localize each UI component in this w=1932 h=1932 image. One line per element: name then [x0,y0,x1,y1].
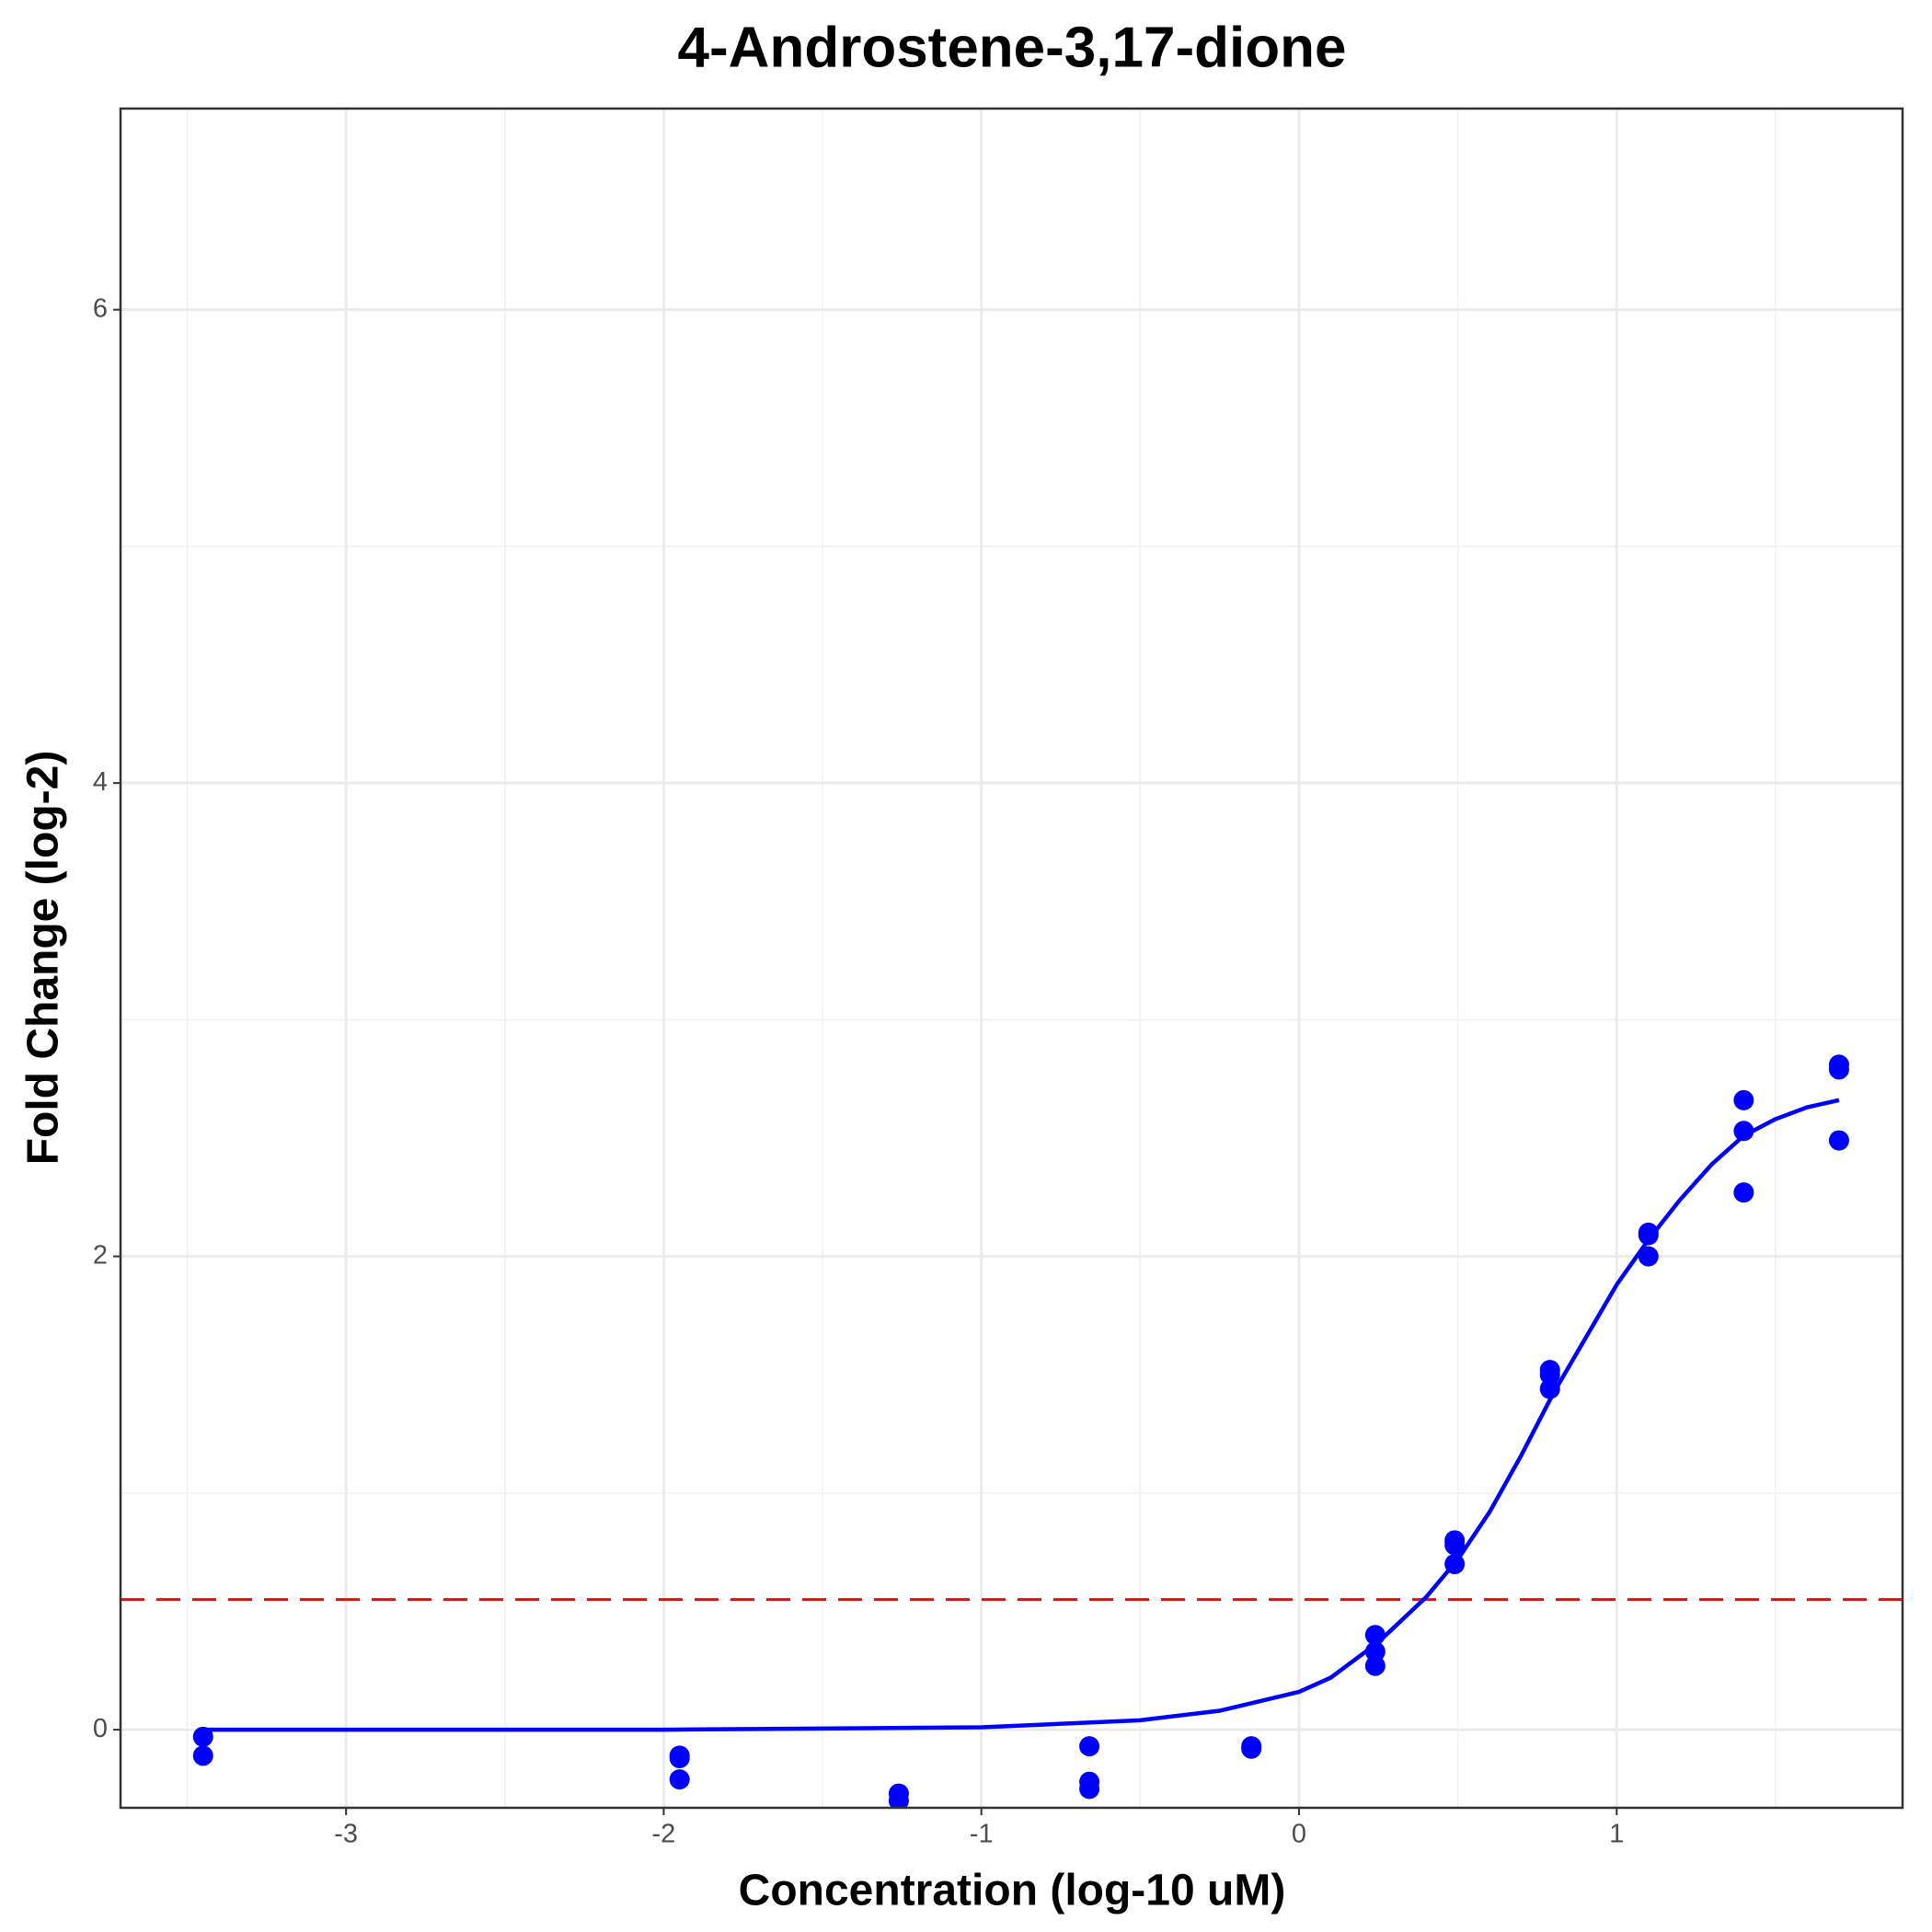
y-tick-label: 4 [93,767,108,797]
x-tick-label: 0 [1292,1820,1306,1849]
data-point [669,1769,690,1790]
y-tick-label: 2 [93,1240,108,1270]
data-point [1444,1535,1466,1556]
data-point [669,1745,690,1766]
data-point [1638,1225,1659,1246]
data-point [1539,1378,1560,1399]
data-point [1241,1736,1262,1757]
y-tick-label: 0 [93,1714,108,1743]
data-point [1364,1625,1386,1646]
data-point [1638,1246,1659,1267]
fit-curve [202,1098,1840,1732]
data-point [192,1726,213,1747]
data-point [1828,1130,1849,1151]
data-point [1444,1554,1466,1575]
x-axis-label: Concentration (log-10 uM) [739,1867,1286,1915]
data-point [888,1790,909,1808]
data-point [1733,1089,1754,1110]
data-point [1079,1778,1100,1800]
x-tick-label: -3 [334,1820,358,1849]
data-point [192,1745,213,1766]
data-point [1079,1736,1100,1757]
plot-border [119,107,1904,1810]
data-point [1364,1655,1386,1676]
y-axis-label: Fold Change (log-2) [19,751,68,1166]
x-tick-label: -2 [652,1820,676,1849]
x-tick-label: 1 [1609,1820,1624,1849]
data-point [1364,1641,1386,1662]
data-point [1828,1059,1849,1080]
data-point [1733,1121,1754,1142]
data-point [1539,1364,1560,1386]
data-point [1733,1182,1754,1203]
x-tick-label: -1 [970,1820,994,1849]
chart-title: 4-Androstene-3,17-dione [678,16,1347,79]
y-tick-label: 6 [93,293,108,323]
